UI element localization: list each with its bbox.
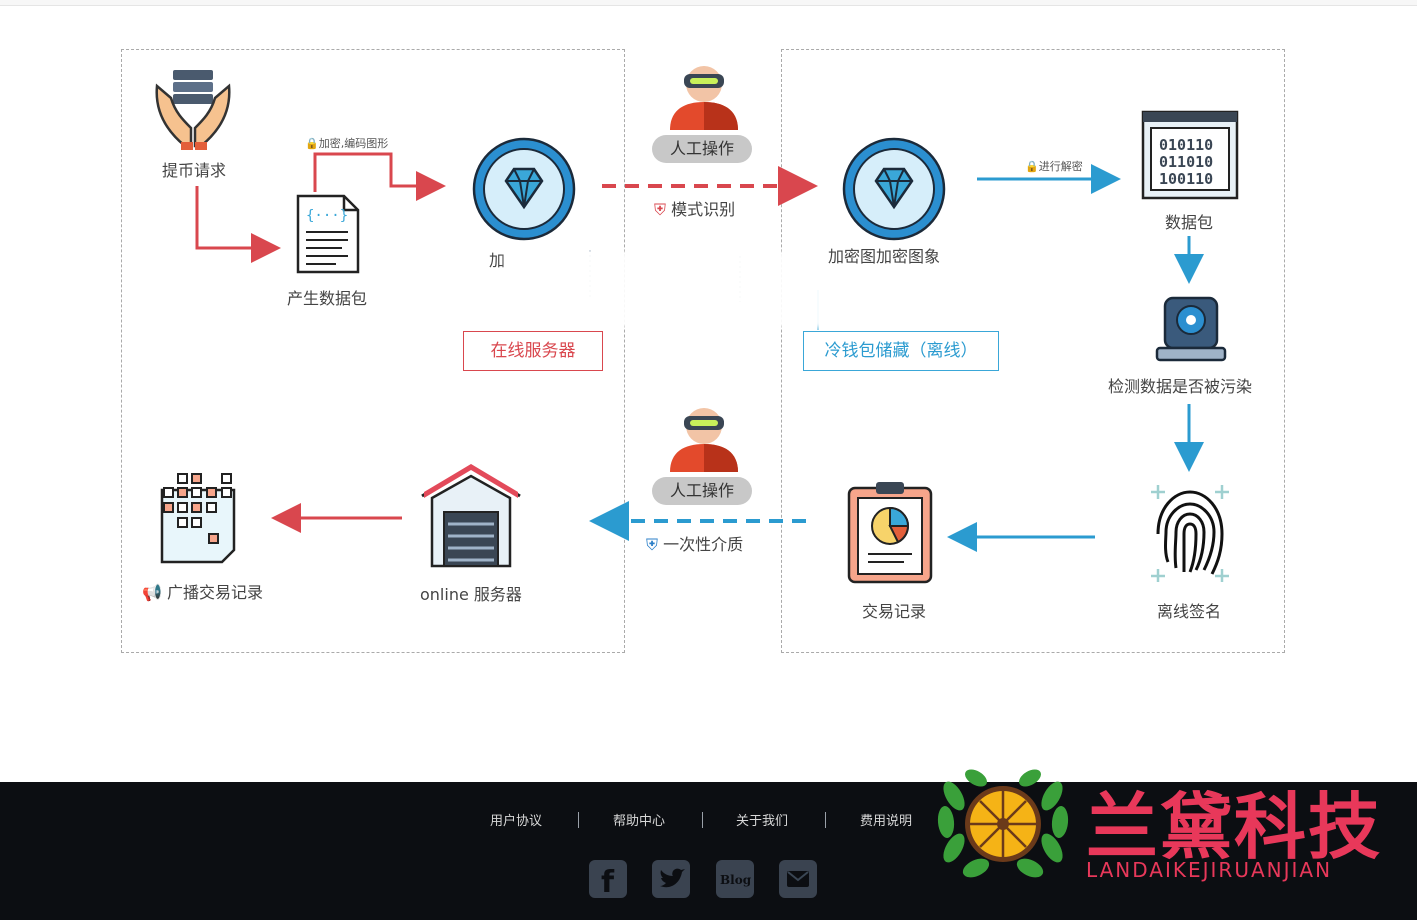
svg-text:011010: 011010 [1159,153,1213,171]
report-clipboard-icon [847,482,933,584]
footer-link-help-center[interactable]: 帮助中心 [613,814,666,829]
megaphone-icon: 📢 [142,583,162,602]
encrypted-diamond-badge-icon [472,137,576,241]
footer-link-user-agreement[interactable]: 用户协议 [490,814,543,829]
footer-link-fees[interactable]: 费用说明 [860,814,913,829]
warehouse-server-icon [421,464,521,568]
footer: 用户协议 帮助中心 关于我们 费用说明 f Blog [0,782,1417,920]
facebook-icon[interactable]: f [589,860,627,900]
decrypt-image-label: 加密图加密图象 [828,247,941,266]
blurred-overlay [505,252,840,327]
svg-text:100110: 100110 [1159,170,1213,188]
svg-text:f: f [601,865,615,898]
manual-operation-top: 人工操作 [652,135,752,163]
footer-separator [825,812,826,828]
decrypt-note: 🔒进行解密 [1025,160,1083,173]
cold-wallet-box: 冷钱包储藏（离线） [803,331,999,371]
footer-separator [578,812,579,828]
footer-separator [702,812,703,828]
manual-operation-bottom: 人工操作 [652,477,752,505]
lock-icon: 🔒 [1025,160,1039,173]
mail-icon[interactable] [779,860,817,898]
encrypt-label: 加 [489,251,506,270]
shield-icon: ⛨ [646,535,659,554]
decrypt-diamond-badge-icon [842,137,946,241]
brand-name-en: LANDAIKEJIRUANJIAN [1086,858,1333,882]
data-packet-label: 数据包 [1165,213,1214,232]
broadcast-mosaic-icon [160,473,236,564]
online-server-label: online 服务器 [420,585,522,604]
svg-text:{···}: {···} [306,208,348,224]
operator-vr-icon [670,66,738,130]
withdraw-request-label: 提币请求 [162,161,227,180]
shield-icon: ⛨ [654,200,667,219]
hands-server-icon [155,70,231,150]
broadcast-label: 📢 广播交易记录 [142,583,264,602]
generate-packet-label: 产生数据包 [287,289,368,308]
pattern-recognition-label: ⛨ 模式识别 [654,200,736,219]
brand-wreath-logo [937,769,1069,878]
binary-data-window-icon: 010110 011010 100110 [1141,110,1239,200]
online-panel [121,49,625,653]
svg-text:Blog: Blog [720,873,752,887]
fingerprint-icon [1151,485,1229,582]
encrypt-note: 🔒加密,编码图形 [305,137,389,150]
data-packet-document-icon: {···} [296,194,360,274]
tx-record-label: 交易记录 [862,602,927,621]
svg-text:010110: 010110 [1159,136,1213,154]
lock-icon: 🔒 [305,137,319,150]
top-border [0,0,1417,6]
laptop-scan-icon [1155,296,1227,362]
footer-link-about-us[interactable]: 关于我们 [736,814,789,829]
check-pollution-label: 检测数据是否被污染 [1108,377,1253,396]
twitter-icon[interactable] [652,860,690,898]
offline-sign-label: 离线签名 [1157,602,1222,621]
blog-icon[interactable]: Blog [716,860,754,898]
one-time-media-label: ⛨ 一次性介质 [646,535,744,554]
online-server-box: 在线服务器 [463,331,603,371]
operator-vr-icon-bottom [670,408,738,472]
brand-name-cn: 兰黛科技 [1086,785,1383,869]
offline-panel [781,49,1285,653]
